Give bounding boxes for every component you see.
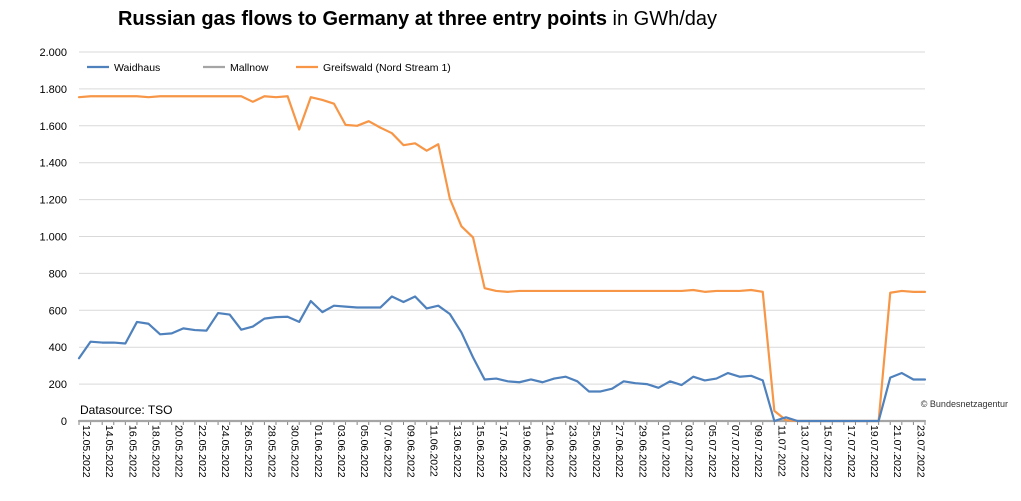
x-tick-label: 13.06.2022 bbox=[451, 425, 463, 478]
series-lines bbox=[77, 95, 927, 423]
y-tick-label: 1.200 bbox=[39, 195, 67, 207]
x-tick-label: 16.05.2022 bbox=[126, 425, 138, 478]
x-tick-label: 30.05.2022 bbox=[289, 425, 301, 478]
y-tick-label: 1.800 bbox=[39, 84, 67, 96]
gridlines bbox=[79, 51, 925, 422]
x-tick-label: 27.06.2022 bbox=[613, 425, 625, 478]
x-tick-label: 13.07.2022 bbox=[799, 425, 811, 478]
series-line-waidhaus bbox=[77, 295, 927, 423]
x-tick-label: 15.06.2022 bbox=[474, 425, 486, 478]
y-tick-label: 1.600 bbox=[39, 121, 67, 133]
x-tick-label: 19.06.2022 bbox=[520, 425, 532, 478]
legend-label: Waidhaus bbox=[114, 62, 160, 74]
x-tick-label: 11.07.2022 bbox=[775, 425, 787, 477]
x-tick-label: 18.05.2022 bbox=[150, 425, 162, 478]
x-tick-label: 14.05.2022 bbox=[103, 425, 115, 478]
y-axis-ticks: 0 200 400 600 800 1.000 1.200 1.400 1.600 1.800 2.… bbox=[39, 47, 67, 428]
x-tick-label: 17.07.2022 bbox=[845, 425, 857, 478]
x-tick-label: 07.06.2022 bbox=[381, 425, 393, 478]
legend: Waidhaus Mallnow Greifswald (Nord Stream 1… bbox=[87, 62, 451, 74]
x-tick-label: 20.05.2022 bbox=[173, 425, 185, 478]
x-tick-label: 05.06.2022 bbox=[358, 425, 370, 478]
x-tick-label: 25.06.2022 bbox=[590, 425, 602, 478]
x-tick-label: 01.06.2022 bbox=[312, 425, 324, 478]
x-tick-label: 22.05.2022 bbox=[196, 425, 208, 478]
x-tick-label: 05.07.2022 bbox=[706, 425, 718, 478]
x-tick-label: 01.07.2022 bbox=[659, 425, 671, 478]
y-tick-label: 600 bbox=[49, 305, 67, 317]
x-tick-label: 11.06.2022 bbox=[428, 425, 440, 477]
x-tick-label: 17.06.2022 bbox=[497, 425, 509, 478]
x-axis: 12.05.2022 14.05.2022 16.05.2022 18.05.2022… bbox=[78, 421, 926, 478]
x-tick-label: 19.07.2022 bbox=[868, 425, 880, 478]
x-tick-label: 23.07.2022 bbox=[914, 425, 926, 478]
x-tick-label: 23.06.2022 bbox=[567, 425, 579, 478]
y-tick-label: 400 bbox=[49, 342, 67, 354]
chart-title: Russian gas flows to Germany at three en… bbox=[0, 8, 835, 31]
y-tick-label: 800 bbox=[49, 268, 67, 280]
x-tick-label: 09.06.2022 bbox=[404, 425, 416, 478]
legend-label: Mallnow bbox=[230, 62, 269, 74]
chart-title-unit: in GWh/day bbox=[606, 8, 718, 30]
x-tick-label: 28.05.2022 bbox=[265, 425, 277, 478]
data-source-label: Datasource: TSO bbox=[80, 403, 172, 417]
copyright-credit: © Bundesnetzagentur bbox=[921, 399, 1008, 409]
x-tick-label: 21.07.2022 bbox=[891, 425, 903, 478]
x-tick-label: 09.07.2022 bbox=[752, 425, 764, 478]
series-line-greifswald-nord-stream-1 bbox=[77, 95, 927, 423]
x-tick-label: 15.07.2022 bbox=[822, 425, 834, 478]
x-tick-label: 07.07.2022 bbox=[729, 425, 741, 478]
y-tick-label: 0 bbox=[61, 416, 67, 428]
y-tick-label: 1.400 bbox=[39, 158, 67, 170]
y-tick-label: 200 bbox=[49, 379, 67, 391]
x-tick-label: 21.06.2022 bbox=[544, 425, 556, 478]
legend-label: Greifswald (Nord Stream 1) bbox=[323, 62, 451, 74]
x-tick-label: 03.07.2022 bbox=[683, 425, 695, 478]
x-tick-label: 03.06.2022 bbox=[335, 425, 347, 478]
x-tick-label: 26.05.2022 bbox=[242, 425, 254, 478]
y-tick-label: 1.000 bbox=[39, 232, 67, 244]
x-tick-label: 24.05.2022 bbox=[219, 425, 231, 478]
y-tick-label: 2.000 bbox=[39, 47, 67, 59]
x-tick-label: 29.06.2022 bbox=[636, 425, 648, 478]
chart-title-main: Russian gas flows to Germany at three en… bbox=[117, 8, 607, 30]
x-tick-label: 12.05.2022 bbox=[80, 425, 92, 478]
